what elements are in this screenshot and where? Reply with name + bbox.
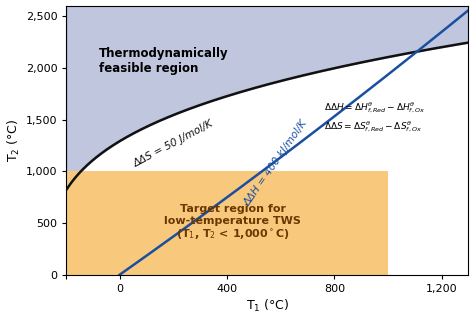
Text: Target region for
low-temperature TWS
(T$_1$, T$_2$ < 1,000$^\circ$C): Target region for low-temperature TWS (T… [164,204,301,242]
Text: Thermodynamically
feasible region: Thermodynamically feasible region [99,47,228,75]
Y-axis label: T$_2$ (°C): T$_2$ (°C) [6,119,22,162]
Bar [66,172,388,275]
Text: ΔΔH = 400 kJ/mol/K: ΔΔH = 400 kJ/mol/K [242,118,309,208]
Text: $\Delta\Delta S = \Delta S^\theta_{f,Red} - \Delta S^\theta_{f,Ox}$: $\Delta\Delta S = \Delta S^\theta_{f,Red… [324,120,422,134]
Text: ΔΔS = 50 J/mol/K: ΔΔS = 50 J/mol/K [132,118,215,169]
Text: $\Delta\Delta H = \Delta H^\theta_{f,Red} - \Delta H^\theta_{f,Ox}$: $\Delta\Delta H = \Delta H^\theta_{f,Red… [324,100,425,115]
X-axis label: T$_1$ (°C): T$_1$ (°C) [246,298,289,315]
